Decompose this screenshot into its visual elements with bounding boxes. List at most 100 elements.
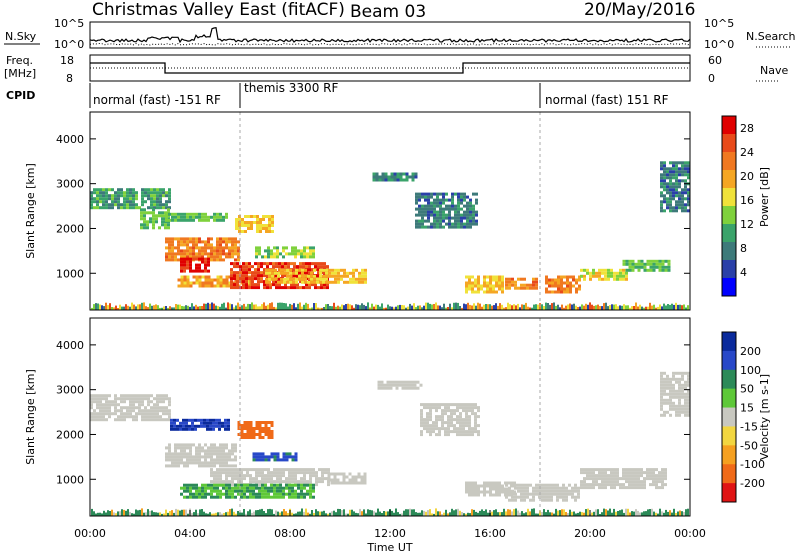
velocity-cell-538 bbox=[321, 477, 324, 481]
power-cell-960 bbox=[244, 224, 247, 227]
power-cell-1134 bbox=[424, 225, 427, 229]
velocity-cell-78 bbox=[120, 418, 123, 422]
velocity-cell-834 bbox=[212, 427, 215, 431]
velocity-cell-115 bbox=[138, 394, 141, 398]
power-cell-1148 bbox=[430, 201, 433, 205]
power-cell-893 bbox=[261, 255, 264, 259]
power-cell-350 bbox=[228, 237, 231, 241]
velocity-near-range-cell-1743 bbox=[305, 508, 307, 516]
power-cell-585 bbox=[263, 271, 266, 275]
velocity-cell-1346 bbox=[580, 468, 583, 472]
velocity-near-range-cell-1781 bbox=[381, 513, 383, 516]
power-cell-436 bbox=[195, 278, 199, 282]
velocity-cell-1498 bbox=[655, 480, 658, 484]
velocity-cell-501 bbox=[297, 480, 300, 484]
power-cell-795 bbox=[298, 268, 301, 272]
power-cell-810 bbox=[310, 274, 313, 278]
power-cell-521 bbox=[236, 283, 239, 287]
power-cell-588 bbox=[263, 283, 266, 287]
velocity-cell-748 bbox=[288, 495, 291, 499]
velocity-cell-550 bbox=[327, 478, 331, 482]
velocity-cell-1475 bbox=[643, 471, 646, 475]
power-cell-761 bbox=[271, 271, 274, 275]
velocity-near-range-cell-1662 bbox=[143, 512, 145, 516]
velocity-cell-198 bbox=[165, 458, 168, 462]
power-cell-867 bbox=[352, 277, 355, 281]
power-cell-821 bbox=[319, 274, 322, 278]
power-cell-1342 bbox=[492, 278, 495, 282]
velocity-cell-823 bbox=[206, 418, 209, 422]
power-near-range-cell-1835 bbox=[367, 302, 369, 310]
velocity-cell-669 bbox=[237, 486, 240, 490]
velocity-cell-276 bbox=[201, 461, 204, 465]
velocity-cell-216 bbox=[174, 455, 177, 459]
power-cell-1624 bbox=[672, 206, 675, 210]
power-cell-765 bbox=[274, 271, 277, 275]
velocity-cell-1389 bbox=[601, 474, 604, 478]
velocity-cell-402 bbox=[237, 477, 240, 481]
power-cell-1481 bbox=[610, 268, 613, 272]
power-near-range-cell-1699 bbox=[95, 303, 97, 310]
power-cell-1439 bbox=[569, 290, 572, 294]
velocity-near-range-cell-1654 bbox=[127, 509, 129, 516]
velocity-cell-1384 bbox=[598, 477, 601, 481]
velocity-cell-862 bbox=[243, 424, 247, 427]
power-cell-74 bbox=[126, 194, 129, 198]
xtick-label-0: 00:00 bbox=[74, 527, 106, 540]
velocity-cell-457 bbox=[270, 480, 273, 484]
power-cell-550 bbox=[248, 268, 251, 272]
power-cell-1253 bbox=[460, 225, 463, 229]
velocity-cell-1454 bbox=[631, 486, 634, 490]
power-cell-1625 bbox=[672, 209, 675, 213]
power-cell-829 bbox=[325, 271, 328, 275]
velocity-cell-1168 bbox=[471, 493, 474, 497]
power-cell-1546 bbox=[661, 262, 665, 266]
velocity-near-range-cell-1690 bbox=[199, 509, 201, 516]
power-near-range-cell-1934 bbox=[565, 305, 567, 310]
velocity-cell-1606 bbox=[681, 395, 684, 399]
velocity-cell-1 bbox=[90, 397, 93, 401]
power-cell-79 bbox=[129, 188, 132, 192]
power-cell-1521 bbox=[640, 259, 644, 263]
velocity-cell-1144 bbox=[474, 418, 477, 422]
velocity-cell-1344 bbox=[577, 492, 580, 496]
power-cell-531 bbox=[242, 265, 245, 269]
velocity-cell-808 bbox=[191, 418, 194, 422]
velocity-near-range-cell-1896 bbox=[611, 512, 613, 516]
power-near-range-cell-1946 bbox=[589, 302, 591, 310]
velocity-cell-1364 bbox=[589, 471, 592, 475]
power-cell-1282 bbox=[469, 225, 472, 229]
power-cell-144 bbox=[162, 194, 165, 198]
velocity-cell-444 bbox=[264, 468, 267, 472]
velocity-cell-148 bbox=[150, 409, 153, 413]
power-cell-975 bbox=[256, 224, 259, 227]
power-cell-1323 bbox=[480, 284, 483, 288]
velocity-cell-760 bbox=[297, 492, 300, 496]
noise-panel-frame bbox=[89, 21, 691, 49]
velocity-cell-285 bbox=[207, 446, 210, 450]
power-cell-1449 bbox=[578, 284, 581, 288]
velocity-cell-136 bbox=[144, 418, 147, 422]
power-cell-1263 bbox=[466, 195, 469, 199]
velocity-near-range-cell-1683 bbox=[185, 509, 187, 516]
velocity-cell-1517 bbox=[664, 483, 667, 487]
velocity-cell-768 bbox=[303, 486, 306, 490]
velocity-cell-693 bbox=[252, 489, 255, 493]
power-near-range-cell-1750 bbox=[197, 306, 199, 310]
power-cell-773 bbox=[280, 280, 283, 284]
velocity-cell-1262 bbox=[526, 492, 529, 496]
velocity-cell-796 bbox=[179, 427, 182, 431]
velocity-cell-1152 bbox=[477, 424, 480, 428]
velocity-cell-1615 bbox=[684, 395, 687, 399]
power-cell-1302 bbox=[465, 290, 468, 294]
power-cell-763 bbox=[271, 277, 274, 281]
power-cell-322 bbox=[216, 237, 219, 241]
velocity-cell-1248 bbox=[520, 486, 523, 490]
velocity-cell-482 bbox=[288, 468, 291, 472]
power-cell-1320 bbox=[477, 284, 480, 288]
power-cell-1081 bbox=[396, 175, 400, 179]
power-cell-154 bbox=[168, 194, 171, 198]
velocity-cell-1562 bbox=[669, 407, 672, 411]
velocity-cell-54 bbox=[108, 415, 111, 419]
